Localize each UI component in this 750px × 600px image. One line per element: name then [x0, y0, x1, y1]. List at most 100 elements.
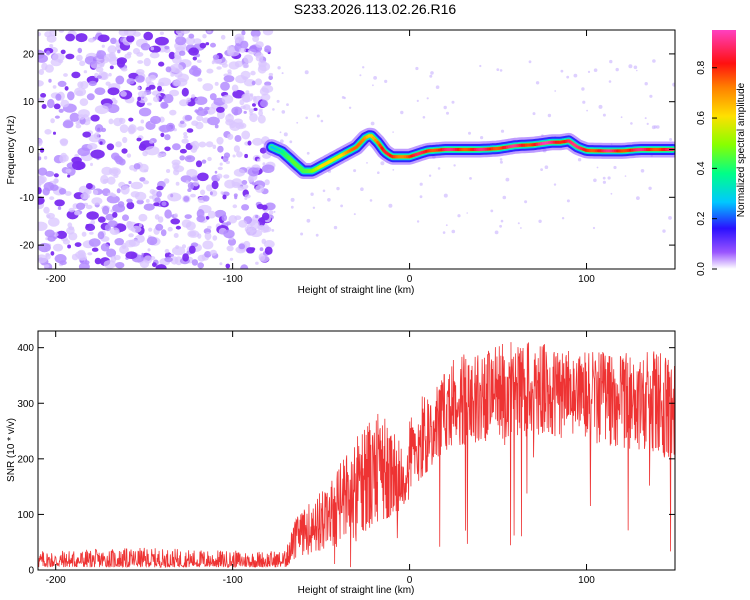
noise-blob — [126, 78, 135, 85]
noise-blob — [83, 70, 88, 74]
noise-blob — [75, 124, 82, 129]
colorbar-tick-label: 0.2 — [696, 211, 707, 225]
noise-dot — [479, 64, 482, 68]
noise-blob — [241, 130, 251, 140]
noise-dot — [592, 226, 596, 230]
noise-blob — [157, 82, 165, 87]
noise-blob — [138, 143, 147, 151]
noise-blob — [163, 94, 174, 104]
noise-blob — [126, 198, 133, 203]
noise-blob — [140, 119, 145, 124]
noise-dot — [620, 116, 623, 119]
noise-dot — [443, 193, 448, 198]
noise-dot — [289, 140, 293, 144]
noise-blob — [136, 199, 144, 205]
noise-dot — [652, 59, 656, 63]
noise-blob — [47, 235, 56, 242]
noise-blob — [175, 181, 180, 186]
noise-blob — [167, 226, 173, 232]
noise-blob — [239, 123, 244, 128]
noise-blob — [240, 70, 251, 80]
noise-blob — [238, 220, 248, 228]
noise-dot — [540, 168, 543, 172]
noise-blob — [190, 142, 195, 146]
noise-blob — [237, 186, 245, 191]
noise-blob — [179, 99, 189, 107]
noise-blob — [100, 72, 109, 80]
y-tick-label: 300 — [17, 399, 34, 410]
noise-blob — [173, 80, 181, 87]
noise-dot — [500, 129, 505, 133]
noise-blob — [181, 219, 192, 228]
noise-blob — [219, 162, 223, 166]
noise-dot — [656, 125, 660, 129]
noise-blob — [53, 103, 61, 110]
noise-blob — [233, 145, 240, 153]
noise-dot — [609, 59, 613, 64]
noise-blob — [233, 193, 238, 198]
noise-blob — [40, 93, 47, 98]
noise-blob — [54, 115, 60, 119]
noise-dot — [586, 109, 588, 112]
noise-dot — [505, 177, 510, 182]
noise-blob — [160, 229, 167, 237]
noise-blob — [140, 43, 151, 51]
snr-line — [38, 342, 675, 569]
noise-blob — [198, 141, 207, 148]
noise-blob — [248, 108, 255, 113]
noise-blob — [142, 180, 150, 185]
noise-blob — [139, 177, 146, 182]
noise-blob — [179, 155, 185, 161]
noise-blob — [38, 32, 42, 37]
noise-blob — [49, 196, 55, 201]
noise-blob — [79, 60, 86, 67]
noise-dot — [428, 174, 432, 177]
noise-dot — [277, 66, 281, 70]
noise-blob — [259, 247, 264, 252]
noise-blob — [225, 119, 235, 126]
x-tick-label: 100 — [578, 575, 595, 586]
noise-blob — [150, 115, 161, 125]
noise-blob — [149, 52, 160, 59]
noise-blob — [240, 264, 249, 269]
noise-blob — [76, 54, 83, 62]
noise-blob — [247, 140, 252, 146]
noise-dot — [373, 76, 377, 80]
noise-blob — [125, 239, 136, 248]
noise-blob — [115, 262, 125, 269]
noise-blob — [191, 259, 199, 266]
noise-blob — [47, 98, 55, 109]
noise-dot — [648, 186, 652, 190]
noise-blob — [157, 153, 163, 158]
noise-dot — [273, 210, 276, 213]
noise-dot — [593, 68, 598, 72]
noise-blob — [94, 257, 102, 265]
noise-blob — [91, 247, 99, 252]
noise-blob — [64, 86, 69, 91]
noise-blob — [138, 213, 148, 222]
noise-blob — [38, 182, 42, 188]
noise-blob — [261, 238, 267, 244]
noise-blob — [164, 248, 170, 254]
y-tick-label: -20 — [20, 241, 35, 252]
noise-blob — [172, 143, 181, 151]
noise-blob — [59, 260, 67, 266]
noise-blob — [143, 255, 153, 264]
noise-blob — [202, 83, 214, 92]
noise-blob — [43, 155, 48, 160]
noise-dot — [333, 225, 338, 230]
noise-blob — [38, 167, 48, 176]
noise-blob — [210, 42, 216, 48]
noise-blob — [94, 87, 106, 95]
noise-blob — [261, 204, 268, 211]
noise-blob — [229, 257, 234, 261]
noise-blob — [226, 245, 234, 252]
noise-blob — [143, 31, 153, 41]
noise-blob — [49, 44, 54, 48]
noise-blob — [253, 107, 258, 111]
noise-dot — [430, 71, 434, 75]
noise-blob — [96, 50, 107, 60]
noise-blob — [153, 202, 160, 207]
noise-blob — [260, 99, 269, 108]
colorbar-label: Normalized spectral amplitude — [736, 82, 747, 217]
